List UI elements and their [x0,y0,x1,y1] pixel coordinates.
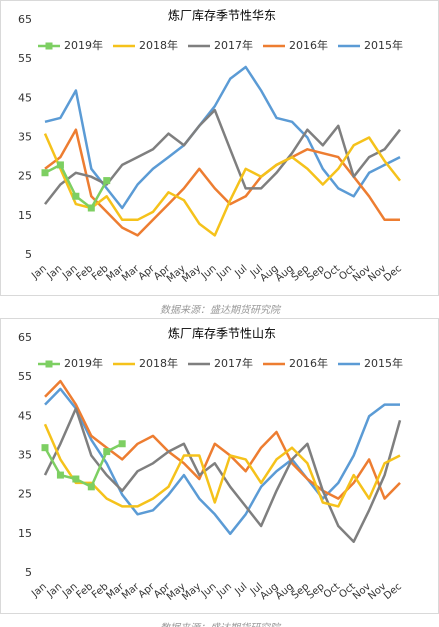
legend-label: 2016年 [289,38,328,52]
series-marker [87,483,95,491]
series-line [44,128,400,237]
legend-label: 2019年 [64,356,103,370]
y-tick-label: 15 [18,527,32,540]
series-marker [56,161,64,169]
legend-label: 2015年 [364,356,403,370]
y-tick-label: 35 [18,449,32,462]
y-tick-label: 45 [18,409,32,422]
legend-label: 2019年 [64,38,103,52]
chart-title: 炼厂库存季节性华东 [168,8,276,23]
series-marker [56,471,64,479]
y-tick-label: 55 [18,370,32,383]
series-marker [72,475,80,483]
series-line [43,133,401,237]
chart: 炼厂库存季节性华东数据来源：盛达期货研究院5152535455565JanJan… [0,0,439,316]
series-line [44,379,401,500]
legend-label: 2015年 [364,38,403,52]
y-tick-label: 65 [18,13,32,26]
y-tick-label: 55 [18,52,32,65]
y-tick-label: 5 [25,566,32,579]
y-tick-label: 25 [18,170,32,183]
series-marker [87,204,95,212]
legend-label: 2018年 [139,356,178,370]
y-tick-label: 45 [18,91,32,104]
series-marker [103,177,111,185]
series-marker [103,448,111,456]
series-line [43,423,401,508]
legend-label: 2016年 [289,356,328,370]
legend-label: 2017年 [214,356,253,370]
y-tick-label: 5 [25,248,32,261]
source-note: 数据来源：盛达期货研究院 [160,622,282,627]
series-marker [72,192,80,200]
legend-label: 2017年 [214,38,253,52]
legend-marker [45,360,53,368]
y-tick-label: 25 [18,488,32,501]
series-marker [41,169,49,177]
legend-marker [45,42,53,50]
source-note: 数据来源：盛达期货研究院 [160,304,282,316]
chart: 炼厂库存季节性山东数据来源：盛达期货研究院5152535455565JanJan… [0,318,439,627]
series-marker [41,444,49,452]
series-marker [118,440,126,448]
legend-label: 2018年 [139,38,178,52]
y-tick-label: 35 [18,131,32,144]
chart-frame [0,0,439,296]
y-tick-label: 15 [18,209,32,222]
y-tick-label: 65 [18,331,32,344]
chart-title: 炼厂库存季节性山东 [168,326,276,341]
